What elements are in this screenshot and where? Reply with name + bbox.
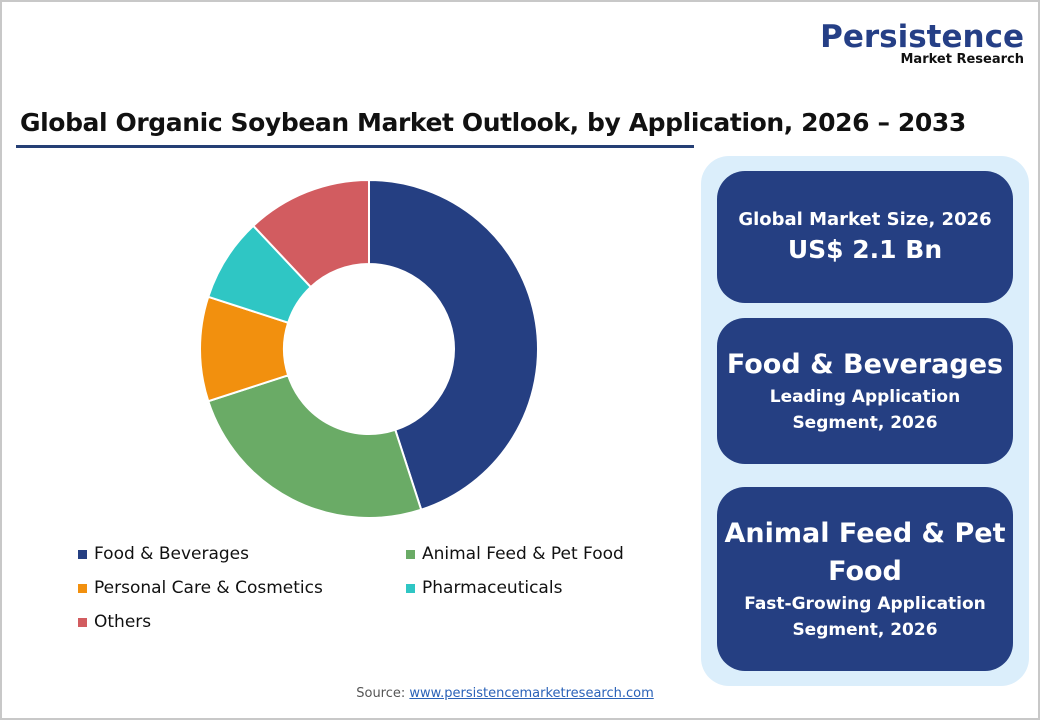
donut-slices <box>199 178 540 520</box>
market-size-value: US$ 2.1 Bn <box>787 235 943 264</box>
legend-label: Pharmaceuticals <box>422 578 563 598</box>
logo-main-text: Persistence <box>820 19 1024 55</box>
legend-label: Food & Beverages <box>94 544 249 564</box>
leading-segment-sub1: Leading Application <box>769 387 961 407</box>
fastest-segment-name-2: Food <box>828 556 902 587</box>
chart-title: Global Organic Soybean Market Outlook, b… <box>20 108 966 137</box>
fastest-segment-sub2: Segment, 2026 <box>792 620 938 640</box>
legend-label: Personal Care & Cosmetics <box>94 578 323 598</box>
market-size-card: Global Market Size, 2026 US$ 2.1 Bn <box>717 171 1013 303</box>
legend-label: Animal Feed & Pet Food <box>422 544 624 564</box>
legend-item-animal-feed: Animal Feed & Pet Food <box>406 544 624 564</box>
legend-label: Others <box>94 612 152 632</box>
legend-swatch <box>78 617 87 627</box>
fastest-growing-card: Animal Feed & Pet Food Fast-Growing Appl… <box>717 487 1013 671</box>
donut-slice-animal-feed-pet-food <box>207 374 423 520</box>
legend-swatch <box>78 549 87 559</box>
title-underline <box>16 145 694 148</box>
fastest-segment-sub1: Fast-Growing Application <box>744 594 986 614</box>
legend-swatch <box>406 583 415 593</box>
donut-chart <box>199 178 540 520</box>
legend-swatch <box>406 549 415 559</box>
legend-item-pharmaceuticals: Pharmaceuticals <box>406 578 562 598</box>
source-note: Source: www.persistencemarketresearch.co… <box>0 686 1010 701</box>
legend-item-others: Others <box>78 612 151 632</box>
legend-item-food-beverages: Food & Beverages <box>78 544 249 564</box>
source-label: Source: <box>356 686 406 701</box>
logo: Persistence Market Research <box>820 20 1024 67</box>
legend-item-personal-care: Personal Care & Cosmetics <box>78 578 323 598</box>
legend-swatch <box>78 583 87 593</box>
leading-segment-sub2: Segment, 2026 <box>792 413 938 433</box>
leading-segment-name: Food & Beverages <box>726 349 1004 380</box>
donut-slice-food-beverages <box>368 178 540 511</box>
source-link[interactable]: www.persistencemarketresearch.com <box>409 686 654 701</box>
fastest-segment-name-1: Animal Feed & Pet <box>724 518 1006 549</box>
donut-slice-others <box>251 178 370 289</box>
highlights-panel: Global Market Size, 2026 US$ 2.1 Bn Food… <box>701 156 1029 686</box>
logo-sub-text: Market Research <box>900 52 1025 67</box>
leading-segment-card: Food & Beverages Leading Application Seg… <box>717 318 1013 464</box>
market-size-label: Global Market Size, 2026 <box>738 209 992 230</box>
